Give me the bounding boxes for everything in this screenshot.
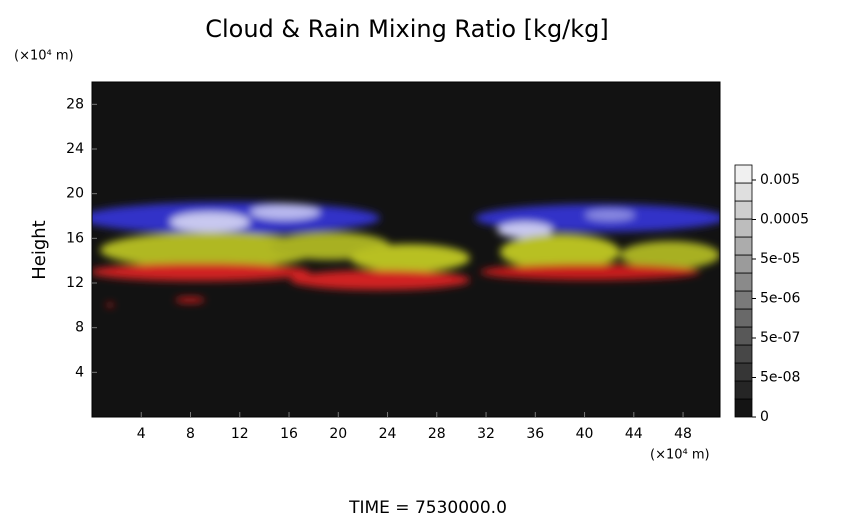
y-tick-label: 20 [66, 186, 84, 202]
colorbar-cell [734, 254, 753, 274]
colorbar-cell [734, 380, 753, 400]
colorbar-cell [734, 200, 753, 220]
colorbar-label: 5e-06 [760, 291, 800, 307]
colorbar-cell [734, 308, 753, 328]
colorbar-cell [734, 326, 753, 346]
y-tick-label: 24 [66, 141, 84, 157]
colorbar-cell [734, 344, 753, 364]
colorbar-label: 5e-08 [760, 370, 800, 386]
y-axis-label: Height [29, 220, 50, 280]
x-tick-label: 8 [186, 426, 195, 442]
x-tick-label: 28 [428, 426, 446, 442]
y-tick-label: 8 [75, 320, 84, 336]
colorbar-cell [734, 164, 753, 184]
colorbar-label: 5e-07 [760, 330, 800, 346]
y-unit: (×10⁴ m) [14, 49, 74, 64]
colorbar-label: 0.005 [760, 172, 800, 188]
x-tick-label: 4 [137, 426, 146, 442]
x-tick-label: 20 [329, 426, 347, 442]
x-tick-label: 44 [625, 426, 643, 442]
y-tick-label: 28 [66, 96, 84, 112]
colorbar-cell [734, 290, 753, 310]
x-tick-label: 48 [674, 426, 692, 442]
colorbar-cell [734, 182, 753, 202]
x-tick-label: 32 [477, 426, 495, 442]
y-tick-label: 4 [75, 364, 84, 380]
colorbar-cell [734, 218, 753, 238]
colorbar-label: 0 [760, 409, 769, 425]
x-tick-label: 16 [280, 426, 298, 442]
x-tick-label: 40 [576, 426, 594, 442]
colorbar-cell [734, 236, 753, 256]
chart-title: Cloud & Rain Mixing Ratio [kg/kg] [205, 15, 609, 43]
x-tick-label: 36 [526, 426, 544, 442]
x-unit: (×10⁴ m) [650, 448, 710, 463]
colorbar-label: 5e-05 [760, 251, 800, 267]
time-label: TIME = 7530000.0 [348, 498, 507, 518]
x-tick-label: 12 [231, 426, 249, 442]
colorbar-cell [734, 272, 753, 292]
plot-frame [91, 81, 721, 418]
cloud-field [92, 202, 720, 307]
y-tick-label: 16 [66, 230, 84, 246]
y-tick-label: 12 [66, 275, 84, 291]
x-tick-label: 24 [379, 426, 397, 442]
colorbar-cell [734, 362, 753, 382]
colorbar-cell [734, 398, 753, 418]
colorbar-label: 0.0005 [760, 212, 809, 228]
